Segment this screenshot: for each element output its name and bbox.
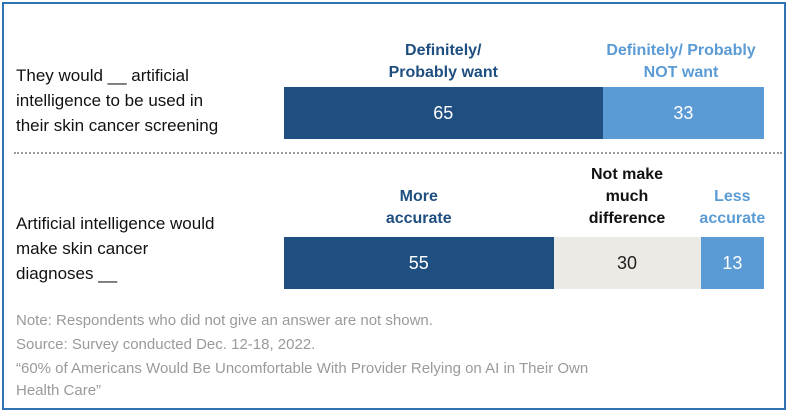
question-1-label: They would __ artificial intelligence to… — [16, 66, 219, 135]
question-2-label: Artificial intelligence would make skin … — [16, 214, 215, 283]
bar-segment: 13 — [700, 237, 765, 289]
series-header: Definitely/ Probably want — [388, 42, 498, 81]
bar-value-label: 65 — [433, 102, 454, 123]
series-header: Not make much difference — [588, 166, 666, 227]
bar-value-label: 55 — [408, 252, 429, 273]
series-header: Definitely/ Probably NOT want — [606, 42, 756, 81]
bar-segment: 33 — [602, 87, 765, 139]
note-text: Note: Respondents who did not give an an… — [16, 312, 433, 329]
series-header: More accurate — [385, 188, 452, 227]
row-divider — [14, 152, 782, 154]
source-text: Source: Survey conducted Dec. 12-18, 202… — [16, 336, 316, 353]
bar-value-label: 13 — [722, 252, 743, 273]
report-title-text: “60% of Americans Would Be Uncomfortable… — [16, 360, 589, 399]
bar-segment: 30 — [553, 237, 701, 289]
bar-value-label: 30 — [616, 252, 638, 273]
chart-frame: They would __ artificial intelligence to… — [2, 2, 786, 410]
series-header: Less accurate — [699, 188, 766, 227]
bar-segment: 65 — [284, 87, 603, 139]
bar-value-label: 33 — [673, 102, 694, 123]
bar-segment: 55 — [284, 237, 554, 289]
